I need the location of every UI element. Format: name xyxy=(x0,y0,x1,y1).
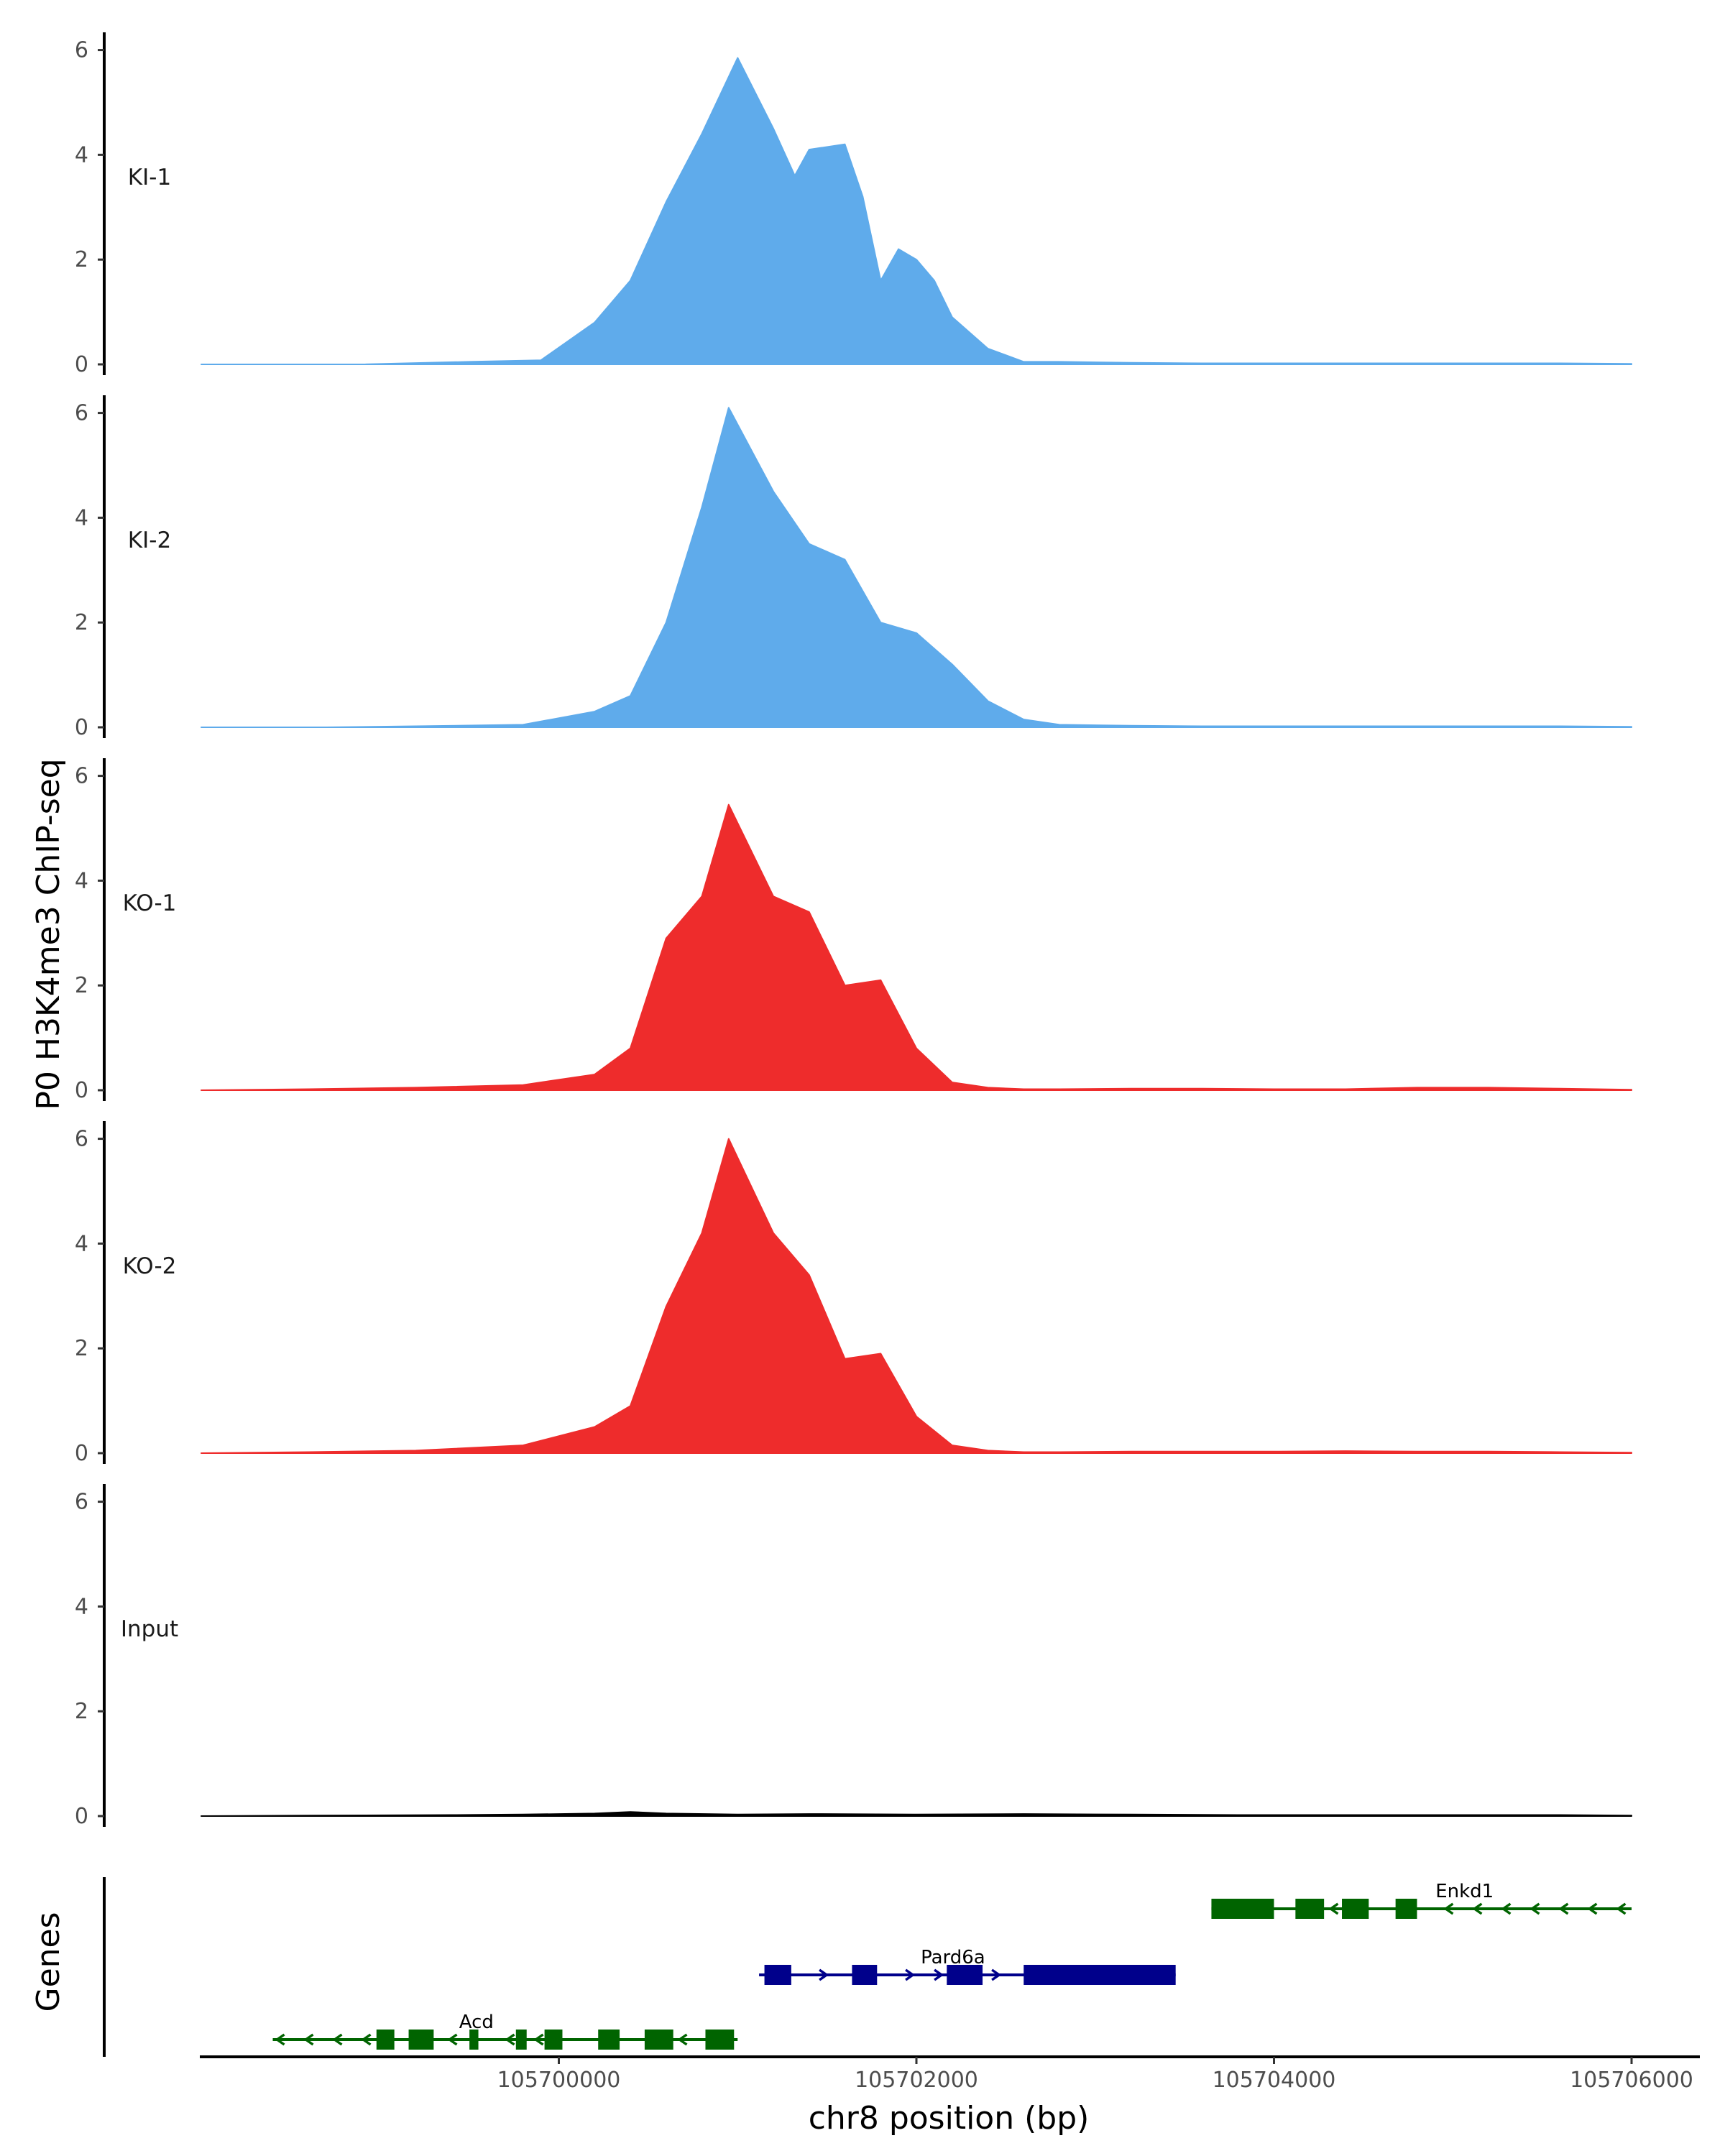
y-tick-label: 0 xyxy=(75,715,88,740)
gene-exon xyxy=(544,2030,563,2050)
track-panel-ko-2: 0 2 4 6 KO-2 xyxy=(75,1121,1632,1466)
strand-arrow xyxy=(1472,1902,1483,1915)
signal-area xyxy=(201,803,1632,1091)
y-tick-label: 2 xyxy=(75,247,88,272)
strand-arrow xyxy=(361,2033,372,2046)
x-tick-label: 105704000 xyxy=(1213,2068,1336,2093)
y-tick-label: 6 xyxy=(75,38,88,63)
genes-axis-title: Genes xyxy=(30,1912,67,2012)
gene-exon xyxy=(376,2030,395,2050)
strand-arrow xyxy=(1443,1902,1454,1915)
track-label: KO-1 xyxy=(123,890,177,916)
gene-enkd1: Enkd1 xyxy=(1211,1881,1632,1919)
gene-exon xyxy=(852,1965,878,1985)
y-tick-label: 6 xyxy=(75,1490,88,1515)
signal-area xyxy=(201,407,1632,728)
gene-name-label: Acd xyxy=(459,2012,494,2033)
track-panel-ko-1: 0 2 4 6 KO-1 xyxy=(75,758,1632,1103)
tracks-layer: 0 2 4 6 KI-1 0 2 4 6 KI-2 0 2 4 6 KO-1 0 2 4 6 KO-2 0 2 4 6 Inpu… xyxy=(75,32,1632,1829)
y-tick-label: 2 xyxy=(75,973,88,998)
y-tick-label: 6 xyxy=(75,401,88,426)
y-tick-label: 4 xyxy=(75,868,88,893)
signal-area xyxy=(201,57,1632,365)
strand-arrow xyxy=(1558,1902,1569,1915)
track-panel-input: 0 2 4 6 Input xyxy=(75,1484,1632,1829)
signal-area xyxy=(201,1138,1632,1454)
y-tick-label: 4 xyxy=(75,505,88,530)
y-tick-label: 0 xyxy=(75,352,88,377)
track-label: KI-2 xyxy=(128,528,171,553)
y-tick-label: 0 xyxy=(75,1804,88,1829)
y-tick-label: 2 xyxy=(75,1336,88,1361)
strand-arrow xyxy=(275,2033,285,2046)
gene-exon xyxy=(705,2030,735,2050)
track-panel-ki-2: 0 2 4 6 KI-2 xyxy=(75,395,1632,740)
y-tick-label: 6 xyxy=(75,1127,88,1152)
strand-arrow xyxy=(991,1968,1002,1981)
strand-arrow xyxy=(1587,1902,1598,1915)
x-axis-title: chr8 position (bp) xyxy=(809,2100,1090,2137)
genes-layer: Enkd1 Pard6a Acd xyxy=(103,1877,1632,2057)
y-axis-title: P0 H3K4me3 ChIP-seq xyxy=(30,758,67,1110)
gene-exon xyxy=(598,2030,620,2050)
gene-exon xyxy=(408,2030,434,2050)
strand-arrow xyxy=(1501,1902,1512,1915)
track-label: Input xyxy=(121,1616,178,1642)
gene-exon xyxy=(469,2030,479,2050)
track-label: KO-2 xyxy=(123,1253,177,1279)
gene-exon xyxy=(764,1965,791,1985)
x-tick-label: 105706000 xyxy=(1570,2068,1693,2093)
strand-arrow xyxy=(819,1968,829,1981)
x-tick-label: 105700000 xyxy=(497,2068,621,2093)
strand-arrow xyxy=(533,2033,544,2046)
y-tick-label: 4 xyxy=(75,142,88,167)
gene-exon xyxy=(1395,1899,1417,1919)
strand-arrow xyxy=(505,2033,515,2046)
strand-arrow xyxy=(677,2033,688,2046)
y-tick-label: 4 xyxy=(75,1594,88,1619)
gene-exon xyxy=(515,2030,527,2050)
x-tick-label: 105702000 xyxy=(855,2068,978,2093)
track-panel-ki-1: 0 2 4 6 KI-1 xyxy=(75,32,1632,377)
x-axis: 105700000 105702000 105704000 105706000 xyxy=(200,2055,1700,2093)
y-tick-label: 4 xyxy=(75,1231,88,1256)
gene-name-label: Enkd1 xyxy=(1435,1881,1494,1902)
gene-exon xyxy=(1024,1965,1176,1985)
y-tick-label: 6 xyxy=(75,764,88,789)
gene-acd: Acd xyxy=(272,2012,738,2050)
strand-arrow xyxy=(934,1968,944,1981)
gene-name-label: Pard6a xyxy=(921,1947,985,1968)
strand-arrow xyxy=(1616,1902,1627,1915)
gene-exon xyxy=(947,1965,983,1985)
strand-arrow xyxy=(303,2033,314,2046)
gene-exon xyxy=(1342,1899,1369,1919)
y-tick-label: 0 xyxy=(75,1441,88,1466)
gene-exon xyxy=(644,2030,673,2050)
gene-pard6a: Pard6a xyxy=(759,1947,1176,1985)
gene-exon xyxy=(1211,1899,1274,1919)
y-tick-label: 0 xyxy=(75,1078,88,1103)
strand-arrow xyxy=(1328,1902,1339,1915)
y-tick-label: 2 xyxy=(75,1699,88,1724)
y-tick-label: 2 xyxy=(75,610,88,635)
strand-arrow xyxy=(1530,1902,1540,1915)
strand-arrow xyxy=(332,2033,343,2046)
strand-arrow xyxy=(905,1968,916,1981)
strand-arrow xyxy=(447,2033,458,2046)
track-label: KI-1 xyxy=(128,165,171,190)
signal-area xyxy=(201,1811,1632,1817)
gene-exon xyxy=(1295,1899,1325,1919)
